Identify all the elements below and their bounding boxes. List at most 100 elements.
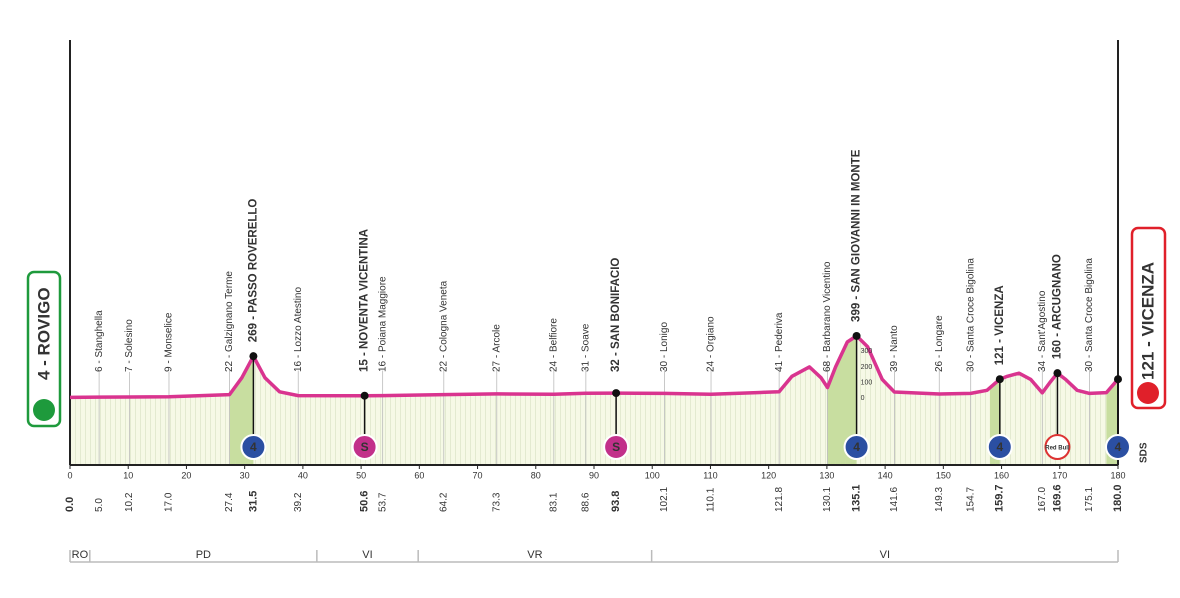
x-tick-label: 110 [703,470,717,480]
bonus-icon [1044,434,1071,460]
place-label: 26 - Longare [934,315,945,372]
place-label: 39 - Nanto [889,325,900,372]
place-label: 16 - Poiana Maggiore [377,276,388,372]
place-label: 34 - Sant'Agostino [1037,290,1048,372]
km-label: 17.0 [164,492,175,512]
y-tick-label: 100 [861,379,873,386]
x-tick-label: 120 [761,470,776,480]
marker-dot [1053,369,1062,378]
x-tick-label: 150 [936,470,951,480]
place-label: 399 - SAN GIOVANNI IN MONTE [851,149,863,322]
place-label: 31 - Soave [580,323,591,372]
finish-icon [1137,382,1159,404]
x-tick-label: 10 [123,470,133,480]
region-label: VI [880,549,890,561]
km-label: 167.0 [1037,487,1048,512]
km-label: 135.1 [850,484,862,512]
km-label: 169.6 [1051,484,1063,512]
km-label: 5.0 [94,498,105,512]
x-tick-label: 90 [589,470,599,480]
climb-section [989,335,1000,465]
place-label: 16 - Lozzo Atestino [293,287,304,372]
place-label: 24 - Orgiano [706,316,717,372]
marker-dot [1114,375,1122,384]
start-icon [33,399,55,421]
x-tick-label: 0 [67,470,72,480]
icon-text: S [612,440,620,454]
region-label: RO [72,549,89,561]
km-label: 50.6 [359,491,371,512]
place-label: 30 - Santa Croce Bigolina [965,258,976,372]
km-label: 159.7 [994,484,1006,512]
gpm-icon [1105,434,1131,460]
place-label: 22 - Cologna Veneta [438,280,449,372]
place-label: 30 - Santa Croce Bigolina [1084,258,1095,372]
region-label: VI [362,549,372,561]
km-label: 64.2 [438,492,449,512]
finish-box [1130,226,1167,410]
sprint-icon [351,434,378,460]
place-label: 9 - Monselice [164,312,175,372]
climb-section [1106,335,1118,465]
x-tick-label: 70 [473,470,483,480]
x-tick-label: 140 [878,470,893,480]
place-label: 15 - NOVENTA VICENTINA [359,229,371,372]
place-label: 269 - PASSO ROVERELLO [247,199,259,343]
km-label: 130.1 [822,487,833,512]
km-label: 53.7 [377,492,388,512]
place-label: 41 - Pederiva [774,312,785,372]
x-tick-label: 20 [181,470,191,480]
place-label: 30 - Lonigo [659,322,670,372]
gpm-icon [240,434,267,460]
place-label: 22 - Galzignano Terme [224,271,235,372]
km-label: 175.1 [1084,487,1095,512]
start-box [26,270,62,428]
finish-note: SDS [1139,442,1150,463]
icon-text: Red Bull [1045,446,1070,452]
km-label: 27.4 [224,492,235,512]
x-tick-label: 130 [819,470,834,480]
km-label: 73.3 [491,492,502,512]
y-tick-label: 200 [861,364,873,371]
km-label: 180.0 [1112,484,1124,512]
place-label: 24 - Belfiore [548,318,559,372]
km-label: 83.1 [548,492,559,512]
marker-dot [249,352,258,361]
x-tick-label: 100 [645,470,660,480]
km-label: 31.5 [247,491,259,512]
km-label: 149.3 [934,487,945,512]
x-tick-label: 170 [1052,470,1067,480]
gpm-icon [986,434,1013,460]
y-tick-label: 0 [861,395,865,402]
region-label: PD [196,549,211,561]
x-tick-label: 50 [356,470,366,480]
km-label: 121.8 [774,487,785,512]
place-label: 32 - SAN BONIFACIO [610,258,622,372]
x-tick-label: 160 [994,470,1009,480]
gpm-icon [843,434,870,460]
km-label: 0.0 [64,497,76,512]
place-label: 121 - VICENZA [994,285,1006,365]
km-label: 154.7 [965,487,976,512]
place-label: 7 - Solesino [124,319,135,372]
finish-label: 121 - VICENZA [1138,262,1157,380]
x-tick-label: 60 [414,470,424,480]
x-tick-label: 80 [531,470,541,480]
marker-dot [612,389,621,398]
km-label: 88.6 [580,492,591,512]
icon-text: 4 [853,440,860,454]
icon-text: 4 [250,440,257,454]
km-label: 10.2 [124,492,135,512]
place-label: 68 - Barbarano Vicentino [822,261,833,372]
region-label: VR [527,549,542,561]
x-tick-label: 40 [298,470,308,480]
km-label: 93.8 [610,491,622,512]
marker-dot [360,391,369,400]
marker-dot [995,375,1004,384]
km-label: 39.2 [293,492,304,512]
icon-text: 4 [1115,440,1122,454]
x-tick-label: 30 [240,470,250,480]
sprint-icon [603,434,630,460]
y-tick-label: 300 [861,348,873,355]
